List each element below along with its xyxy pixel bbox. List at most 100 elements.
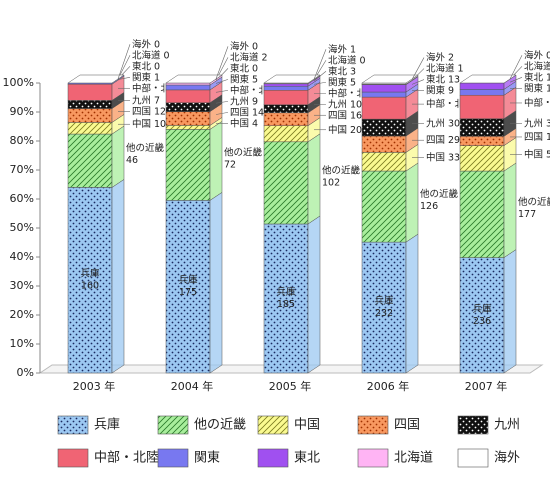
data-label: 12: [154, 106, 166, 117]
data-label: 185: [277, 299, 295, 310]
data-label-name: 東北: [524, 71, 544, 83]
leader-line: [411, 79, 425, 85]
data-label-name: 兵庫: [276, 286, 296, 298]
data-label-group: 海外 0: [524, 49, 550, 61]
bar-top: [459, 74, 517, 84]
data-label-group: 海外 0: [230, 40, 258, 52]
bar-segment: [459, 257, 505, 374]
leader-line: [215, 79, 229, 84]
data-label: 72: [224, 159, 236, 170]
data-label-group: 四国 14: [230, 107, 264, 118]
data-label-name: 他の近畿: [126, 142, 165, 154]
x-tick-label: 2006 年: [367, 379, 410, 393]
data-label-name: 中国: [524, 148, 543, 160]
data-label-name: 北海道: [132, 49, 161, 61]
bar-segment: [165, 111, 211, 126]
data-label: 12: [546, 83, 550, 94]
data-label-name: 中国: [132, 118, 151, 130]
y-tick-label: 50%: [10, 221, 34, 234]
data-label-group: 関東 5: [230, 73, 258, 85]
legend-swatch: [457, 415, 489, 435]
bar-segment: [263, 90, 309, 105]
data-label: 232: [375, 308, 393, 319]
bar-segment: [459, 170, 505, 258]
y-tick-label: 20%: [10, 308, 34, 321]
data-label-name: 中国: [230, 117, 249, 129]
bar-segment: [361, 91, 407, 98]
data-label-name: 他の近畿: [322, 164, 361, 176]
bar-segment: [165, 82, 211, 86]
data-label-name: 東北: [132, 60, 152, 72]
data-label-name: 中国: [328, 123, 347, 135]
data-label-group: 関東 5: [328, 76, 356, 88]
data-label-name: 北海道: [230, 51, 259, 63]
data-label-group: 九州 10: [328, 98, 362, 110]
bar-segment: [459, 145, 505, 172]
data-label: 52: [546, 149, 550, 160]
data-label-name: 海外: [132, 38, 152, 50]
leader-line: [215, 112, 229, 115]
bar-segment: [361, 96, 407, 120]
data-label: 3: [350, 66, 356, 77]
data-label-name: 北海道: [426, 62, 455, 74]
bar-segment: [263, 223, 309, 374]
data-label-name: 四国: [230, 107, 249, 118]
data-label-group: 中国 33: [426, 151, 460, 163]
bar-segment: [67, 108, 113, 123]
bar-segment: [165, 102, 211, 112]
data-label: 0: [164, 50, 170, 61]
bar-segment: [459, 89, 505, 96]
leader-line: [313, 81, 327, 85]
y-tick-label: 10%: [10, 337, 34, 350]
legend-label: 四国: [394, 418, 420, 433]
legend-label: 東北: [294, 450, 320, 466]
leader-line: [411, 57, 425, 80]
data-label-name: 北海道: [328, 54, 357, 66]
bar-top: [165, 74, 223, 84]
data-label: 1: [458, 63, 464, 74]
data-label-name: 東北: [426, 73, 446, 85]
bar-side: [209, 191, 223, 374]
data-label-group: 四国 29: [426, 135, 460, 146]
data-label-group: 九州 9: [230, 95, 258, 107]
data-label-name: 東北: [230, 62, 250, 74]
data-label: 0: [154, 39, 160, 50]
data-label: 126: [420, 201, 438, 212]
bar-segment: [361, 241, 407, 374]
data-label-name: 海外: [328, 43, 348, 55]
data-label-group: 北海道 2: [230, 51, 268, 63]
legend-swatch: [457, 448, 489, 468]
bar-segment: [459, 94, 505, 119]
legend-label: 海外: [494, 451, 520, 466]
legend-label: 中部・北陸: [94, 450, 159, 466]
data-label-group: 中部・北陸48: [524, 96, 550, 108]
data-label-name: 四国: [426, 135, 445, 146]
data-label: 4: [252, 118, 258, 129]
leader-line: [215, 101, 229, 104]
bar-segment: [263, 85, 309, 91]
data-label: 1: [350, 44, 356, 55]
leader-line: [313, 49, 327, 80]
data-label-name: 関東: [328, 76, 348, 88]
bar-segment: [263, 141, 309, 225]
data-label-group: 東北 0: [230, 62, 258, 74]
y-tick-label: 60%: [10, 192, 34, 205]
data-label-group: 九州 7: [132, 94, 160, 106]
legend-swatch: [257, 448, 289, 468]
leader-line: [509, 55, 523, 80]
data-label-group: 関東12: [524, 82, 550, 94]
bar-segment: [165, 89, 211, 103]
legend-swatch: [357, 448, 389, 468]
data-label-name: 四国: [524, 131, 543, 142]
data-label-name: 海外: [230, 40, 250, 52]
data-label-name: 中国: [426, 151, 445, 163]
data-label-name: 他の近畿: [420, 188, 459, 200]
data-label: 29: [448, 135, 460, 146]
data-label: 2: [262, 52, 268, 63]
y-tick-label: 70%: [10, 163, 34, 176]
data-label: 14: [252, 107, 264, 118]
legend-swatch: [157, 448, 189, 468]
data-label-group: 海外 0: [132, 38, 160, 50]
